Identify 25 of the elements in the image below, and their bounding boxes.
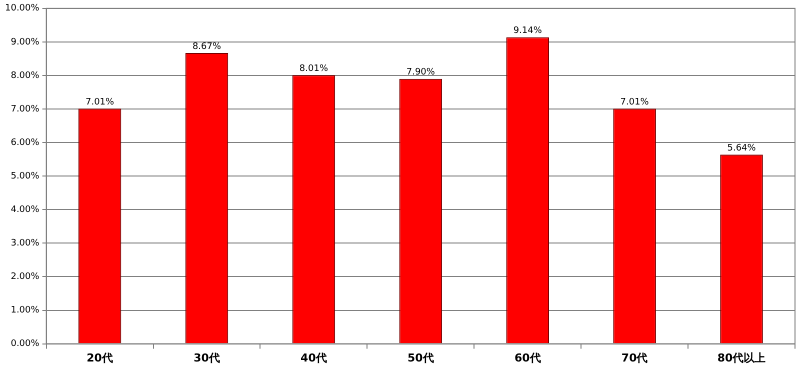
data-label: 8.67% — [192, 42, 222, 52]
x-tick-label: 70代 — [621, 351, 648, 364]
y-tick-label: 4.00% — [10, 204, 40, 215]
y-tick-label: 7.00% — [10, 104, 40, 114]
y-tick-label: 3.00% — [10, 238, 40, 249]
y-tick-label: 1.00% — [10, 306, 40, 316]
x-tick-label: 20代 — [86, 351, 113, 364]
data-label: 7.90% — [406, 68, 436, 78]
data-label: 7.01% — [85, 98, 115, 108]
y-tick-label: 6.00% — [10, 138, 40, 148]
y-tick-label: 8.00% — [10, 70, 40, 81]
y-tick-label: 9.00% — [10, 37, 40, 48]
x-tick-label: 30代 — [194, 351, 220, 364]
y-tick-label: 5.00% — [10, 171, 40, 182]
y-tick-label: 10.00% — [4, 4, 40, 14]
x-tick-label: 60代 — [514, 351, 541, 364]
data-label: 8.01% — [299, 64, 328, 74]
x-tick-label: 50代 — [408, 351, 434, 364]
y-tick-label: 0.00% — [10, 339, 40, 350]
data-label: 5.64% — [727, 143, 756, 154]
data-label: 7.01% — [620, 98, 650, 108]
data-label: 9.14% — [513, 26, 542, 36]
x-tick-label: 40代 — [300, 351, 327, 364]
y-tick-label: 2.00% — [10, 272, 40, 282]
x-tick-label: 80代以上 — [717, 351, 766, 364]
